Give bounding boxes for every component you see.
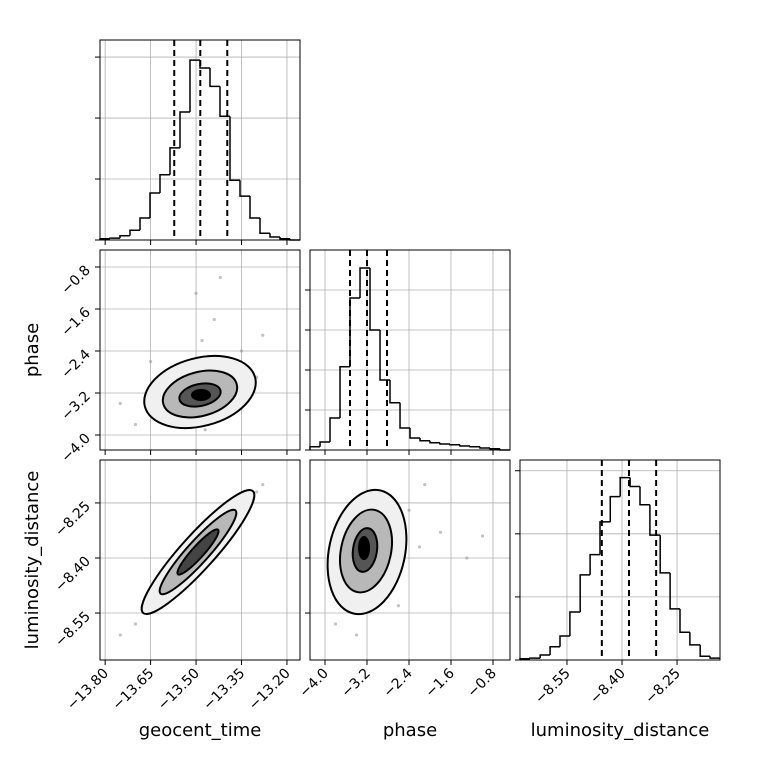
- histogram-bin: [569, 611, 581, 637]
- histogram-bin: [249, 196, 260, 219]
- panel-frame: [309, 459, 511, 661]
- histogram-bin: [339, 366, 350, 418]
- histogram-bin: [159, 174, 170, 194]
- sample-point: [239, 349, 244, 353]
- sample-point: [480, 534, 485, 538]
- sample-point: [118, 633, 122, 637]
- histogram-bin: [479, 446, 490, 449]
- x-axis-label: geocent_time: [139, 720, 262, 741]
- sample-point: [354, 633, 359, 637]
- histogram-bin: [469, 446, 480, 448]
- histogram-bin: [359, 267, 370, 298]
- histogram-bin: [449, 444, 460, 446]
- panel-frame: [99, 249, 301, 451]
- histogram-bin: [109, 237, 120, 239]
- sample-point: [407, 508, 411, 512]
- sample-point: [261, 333, 265, 337]
- histogram-bin: [619, 476, 631, 497]
- histogram-bin: [599, 521, 611, 555]
- histogram-bin: [209, 68, 220, 88]
- histogram-bin: [419, 438, 430, 442]
- panel-frame: [99, 459, 301, 661]
- histogram-bin: [629, 477, 640, 488]
- histogram-bin: [609, 495, 621, 522]
- histogram-bin: [689, 632, 701, 646]
- panel-frame: [519, 459, 721, 661]
- sample-point: [438, 530, 443, 534]
- sample-point: [203, 428, 207, 432]
- histogram-bin: [129, 229, 140, 236]
- histogram-bin: [239, 180, 250, 197]
- panel-frame: [309, 249, 511, 451]
- histogram-bin: [459, 444, 470, 447]
- histogram-bin: [659, 535, 671, 574]
- histogram-bin: [409, 428, 421, 439]
- histogram-bin: [549, 646, 560, 655]
- histogram-bin: [429, 440, 440, 444]
- histogram-bin: [529, 657, 541, 659]
- sample-point: [261, 482, 265, 487]
- histogram-bin: [259, 218, 270, 235]
- sample-point: [149, 359, 153, 364]
- contour: [358, 536, 370, 560]
- sample-point: [133, 622, 138, 626]
- histogram-bin: [119, 234, 130, 239]
- histogram-bin: [329, 417, 341, 442]
- x-axis-label: phase: [383, 720, 437, 741]
- sample-point: [212, 317, 216, 322]
- histogram-bin: [489, 448, 500, 450]
- histogram-bin: [539, 654, 551, 659]
- sample-point: [465, 556, 469, 560]
- histogram-bin: [679, 608, 690, 633]
- histogram-bin: [589, 553, 600, 575]
- y-axis-label: luminosity_distance: [22, 471, 43, 650]
- histogram-bin: [219, 86, 230, 117]
- sample-point: [133, 422, 138, 427]
- x-axis-label: luminosity_distance: [531, 720, 710, 741]
- histogram-bin: [699, 644, 711, 657]
- sample-point: [333, 622, 338, 626]
- histogram-bin: [319, 441, 330, 447]
- contours: [140, 354, 408, 616]
- sample-point: [200, 338, 204, 343]
- histogram-bin: [149, 192, 160, 219]
- sample-point: [423, 482, 427, 487]
- histogram-bin: [399, 402, 410, 429]
- contour: [176, 528, 220, 576]
- histogram-bin: [279, 236, 290, 240]
- histogram-bin: [139, 217, 150, 231]
- histogram-bin: [579, 574, 591, 613]
- histogram-bin: [709, 656, 720, 659]
- sample-point: [218, 275, 222, 280]
- histogram-bin: [559, 635, 570, 647]
- sample-point: [417, 545, 422, 549]
- y-axis-label: phase: [22, 323, 43, 377]
- sample-point: [194, 291, 198, 295]
- sample-point: [118, 401, 122, 406]
- histogram-bin: [269, 233, 280, 238]
- histogram-bin: [389, 380, 401, 404]
- panel-frame: [99, 39, 301, 241]
- histogram-bin: [179, 111, 190, 148]
- histogram-bin: [669, 572, 680, 610]
- sample-point: [255, 490, 259, 494]
- histogram-bin: [229, 116, 240, 181]
- histogram-bin: [369, 268, 381, 331]
- histogram-bin: [169, 147, 180, 175]
- histogram-bin: [189, 59, 200, 112]
- contour: [191, 389, 211, 401]
- sample-point: [396, 604, 401, 608]
- histogram-bin: [639, 486, 650, 506]
- histogram-bin: [439, 442, 450, 445]
